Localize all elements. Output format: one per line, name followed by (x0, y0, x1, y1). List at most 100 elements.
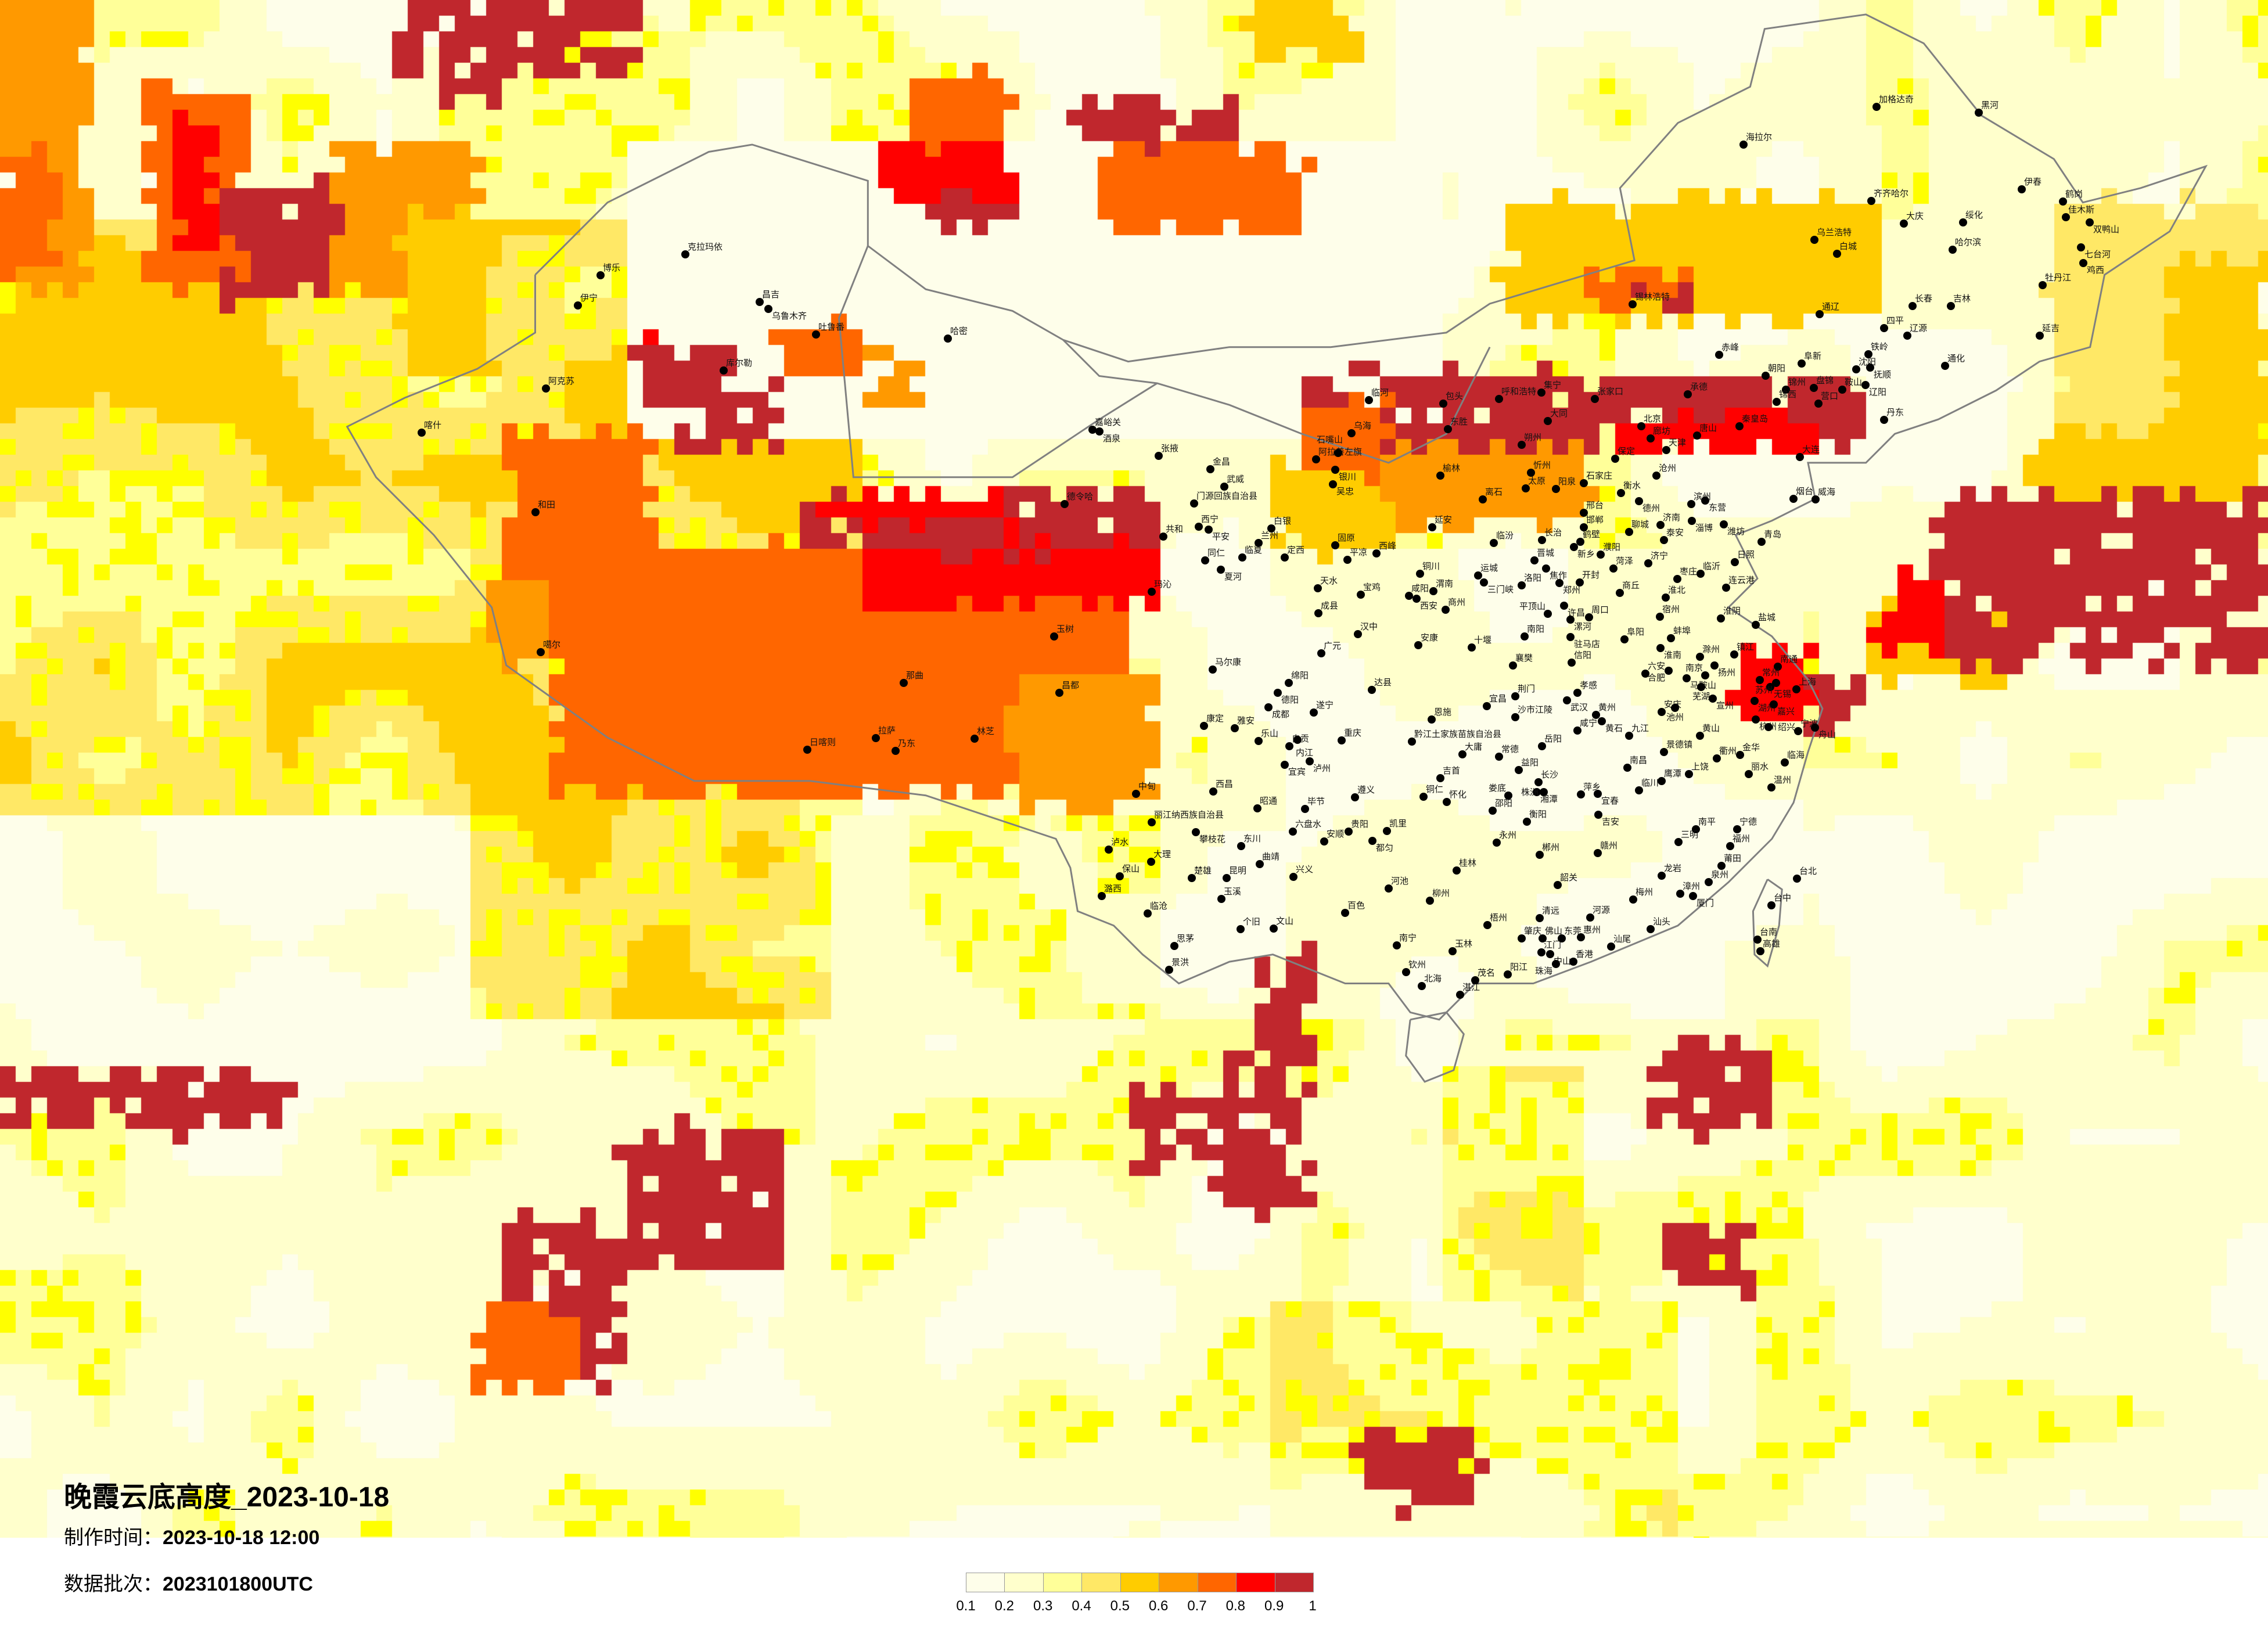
city-label: 鹤壁 (1583, 530, 1601, 539)
city-label: 宁德 (1739, 817, 1757, 827)
city-dot-icon (1576, 578, 1584, 587)
city-label: 西昌 (1216, 779, 1234, 789)
city-label: 大连 (1802, 445, 1820, 455)
data-batch: 数据批次：2023101800UTC (64, 1568, 313, 1596)
city-dot-icon (1609, 564, 1618, 573)
city-label: 伊宁 (580, 293, 598, 303)
city-dot-icon (1792, 685, 1800, 693)
city-label: 永州 (1499, 830, 1517, 840)
city-label: 贵阳 (1351, 819, 1369, 829)
city-dot-icon (1317, 649, 1325, 657)
city-dot-icon (1511, 692, 1519, 700)
city-label: 郴州 (1542, 843, 1560, 852)
city-dot-icon (1155, 452, 1163, 460)
city-label: 德令哈 (1067, 492, 1094, 502)
city-dot-icon (1696, 732, 1704, 740)
city-dot-icon (1314, 584, 1322, 592)
city-label: 丽水 (1751, 762, 1769, 772)
city-dot-icon (1705, 878, 1713, 886)
city-label: 日喀则 (810, 738, 836, 747)
city-dot-icon (1253, 804, 1261, 812)
city-label: 大同 (1550, 409, 1568, 419)
city-label: 娄底 (1489, 783, 1507, 793)
city-dot-icon (1838, 386, 1846, 394)
city-label: 信阳 (1574, 650, 1592, 660)
city-label: 廊坊 (1653, 426, 1671, 436)
city-dot-icon (1576, 538, 1584, 546)
city-dot-icon (1580, 523, 1588, 531)
city-dot-icon (1148, 818, 1156, 826)
production-time-value: 2023-10-18 12:00 (163, 1527, 320, 1549)
city-dot-icon (1656, 644, 1665, 652)
city-label: 宜昌 (1489, 694, 1507, 704)
city-dot-icon (1267, 524, 1275, 533)
city-label: 嘉峪关 (1095, 418, 1122, 427)
city-label: 攀枝花 (1199, 834, 1226, 844)
city-label: 天水 (1320, 576, 1338, 586)
city-dot-icon (1205, 526, 1213, 534)
city-label: 张掖 (1161, 444, 1179, 454)
city-dot-icon (1733, 825, 1741, 833)
city-label: 清远 (1542, 906, 1560, 916)
city-dot-icon (1975, 109, 1983, 117)
city-label: 吴忠 (1336, 487, 1354, 497)
city-label: 集宁 (1544, 380, 1562, 390)
city-dot-icon (1223, 874, 1231, 882)
city-dot-icon (1418, 982, 1426, 990)
city-dot-icon (1644, 559, 1652, 567)
city-label: 惠州 (1583, 925, 1601, 935)
city-dot-icon (1456, 991, 1464, 999)
city-dot-icon (1341, 909, 1349, 917)
city-dot-icon (1458, 750, 1467, 758)
city-dot-icon (1810, 236, 1818, 244)
city-dot-icon (1656, 521, 1665, 529)
city-label: 思茅 (1177, 934, 1195, 944)
city-dot-icon (1688, 517, 1696, 525)
city-label: 玉树 (1056, 624, 1074, 634)
city-label: 恩施 (1434, 707, 1452, 717)
city-dot-icon (1544, 610, 1552, 618)
city-label: 韶关 (1560, 873, 1578, 883)
city-label: 平凉 (1350, 548, 1368, 557)
legend-swatch (1120, 1573, 1160, 1592)
city-dot-icon (1331, 466, 1339, 474)
city-dot-icon (1436, 774, 1444, 782)
city-label: 衢州 (1719, 746, 1737, 756)
city-dot-icon (1735, 422, 1744, 430)
city-dot-icon (1490, 539, 1498, 547)
city-label: 四平 (1886, 316, 1904, 326)
city-dot-icon (1570, 543, 1578, 551)
city-label: 阜阳 (1627, 627, 1645, 637)
city-label: 辽阳 (1869, 387, 1887, 397)
city-dot-icon (1289, 873, 1297, 881)
city-dot-icon (1312, 455, 1320, 463)
city-dot-icon (1720, 520, 1728, 528)
city-dot-icon (1331, 541, 1339, 549)
city-label: 黄山 (1702, 724, 1720, 733)
city-dot-icon (1866, 364, 1874, 372)
city-label: 黑河 (1981, 100, 1999, 110)
city-dot-icon (1483, 702, 1491, 710)
city-dot-icon (1635, 497, 1643, 505)
city-dot-icon (1674, 838, 1683, 846)
city-dot-icon (1405, 592, 1413, 600)
city-dot-icon (681, 250, 689, 258)
city-dot-icon (1616, 589, 1624, 597)
city-dot-icon (1811, 724, 1819, 732)
city-dot-icon (1552, 960, 1560, 968)
city-label: 达县 (1374, 678, 1392, 688)
city-label: 三明 (1681, 830, 1699, 840)
legend-tick-label: 1 (1309, 1598, 1317, 1614)
city-dot-icon (1568, 659, 1576, 667)
city-label: 常德 (1501, 744, 1519, 754)
city-label: 宜宾 (1288, 767, 1306, 777)
city-label: 吉林 (1953, 294, 1971, 304)
city-dot-icon (1489, 807, 1497, 815)
production-time: 制作时间：2023-10-18 12:00 (64, 1521, 319, 1550)
city-label: 乌兰浩特 (1817, 228, 1852, 238)
city-dot-icon (1285, 742, 1293, 750)
city-dot-icon (1662, 446, 1670, 454)
city-dot-icon (1255, 539, 1263, 547)
city-dot-icon (1426, 897, 1434, 905)
city-dot-icon (1647, 925, 1655, 933)
